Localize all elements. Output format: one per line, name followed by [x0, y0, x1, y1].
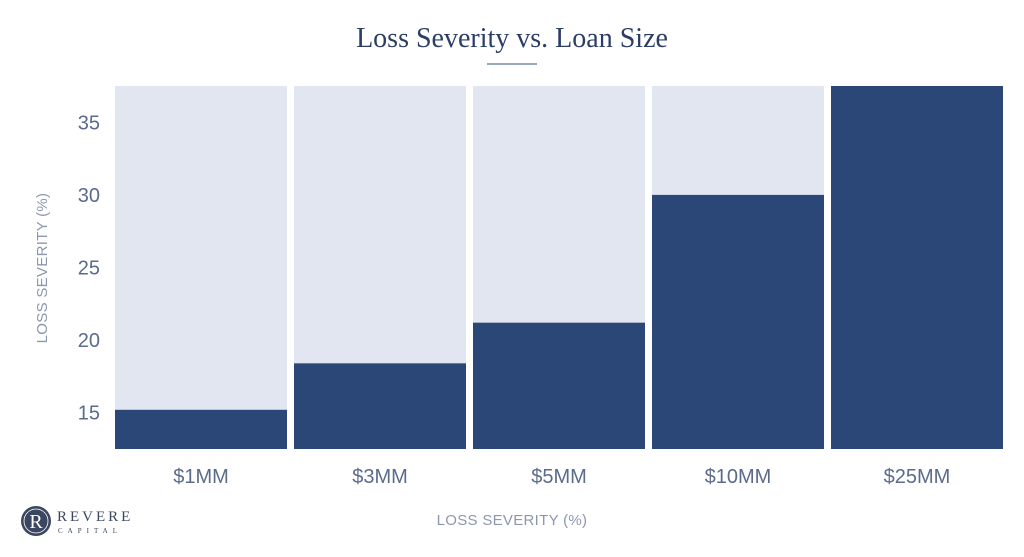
y-tick-20: 20	[78, 330, 100, 352]
x-tick-1mm: $1MM	[173, 466, 229, 488]
x-tick-25mm: $25MM	[884, 466, 951, 488]
bar-25mm	[831, 86, 1003, 449]
y-tick-25: 25	[78, 258, 100, 280]
bar-background-1mm	[115, 86, 287, 449]
data-bars	[115, 86, 1003, 449]
bar-10mm	[652, 194, 824, 449]
x-axis-ticks: $1MM $3MM $5MM $10MM $25MM	[173, 466, 950, 488]
x-tick-10mm: $10MM	[705, 466, 772, 488]
y-tick-35: 35	[78, 112, 100, 134]
x-axis-label: LOSS SEVERITY (%)	[437, 512, 588, 529]
revere-capital-seal-icon: R	[21, 506, 51, 536]
logo-letter: R	[29, 511, 43, 533]
bar-3mm	[294, 363, 466, 449]
y-tick-30: 30	[78, 185, 100, 207]
y-axis-label: LOSS SEVERITY (%)	[34, 193, 51, 344]
chart-title: Loss Severity vs. Loan Size	[356, 23, 668, 54]
x-tick-5mm: $5MM	[531, 466, 587, 488]
y-tick-15: 15	[78, 403, 100, 425]
revere-capital-logo: R REVERE CAPITAL	[21, 506, 133, 536]
y-axis-ticks: 15 20 25 30 35	[78, 112, 100, 424]
x-tick-3mm: $3MM	[352, 466, 408, 488]
bar-1mm	[115, 409, 287, 449]
bar-5mm	[473, 322, 645, 449]
logo-name: REVERE	[57, 509, 133, 525]
logo-subtitle: CAPITAL	[58, 527, 122, 535]
